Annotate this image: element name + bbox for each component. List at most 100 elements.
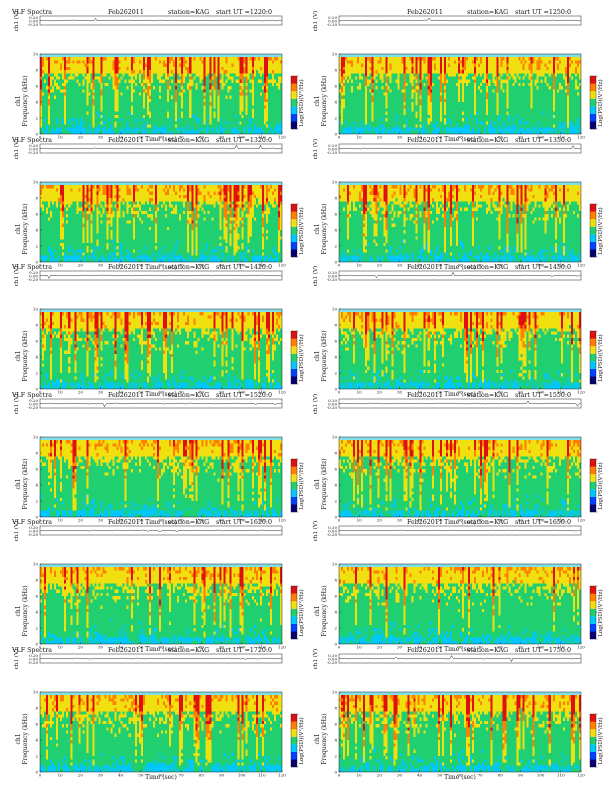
spectrogram-cell: [191, 102, 194, 106]
spectrogram-cell: [339, 121, 342, 125]
spectrogram-cell: [72, 82, 75, 87]
spectrogram-cell: [243, 82, 246, 87]
spectrogram-cell: [251, 102, 254, 106]
spectrogram-cell: [227, 76, 230, 80]
spectrogram-cell: [496, 114, 499, 119]
spectrogram-cell: [468, 63, 471, 67]
spectrogram-cell: [377, 118, 380, 122]
spectrogram-cell: [118, 127, 121, 131]
spectrogram-cell: [205, 63, 208, 67]
spectrogram-cell: [496, 76, 499, 80]
spectrogram-cell: [429, 121, 432, 125]
spectrogram-cell: [377, 60, 380, 64]
spectrogram-cell: [265, 76, 268, 80]
spectrogram-cell: [249, 89, 252, 93]
spectrogram-cell: [492, 63, 495, 67]
spectrogram-cell: [189, 121, 192, 125]
spectrogram-cell: [207, 98, 210, 103]
spectrogram-cell: [351, 92, 354, 96]
spectrogram-cell: [403, 121, 406, 125]
spectrogram-cell: [401, 63, 404, 67]
y-tick-label: 6: [35, 83, 38, 88]
spectrogram-cell: [82, 86, 85, 90]
spectrogram-cell: [486, 130, 489, 135]
spectrogram-cell: [142, 79, 145, 83]
spectrogram-cell: [245, 60, 248, 64]
spectrogram-cell: [46, 121, 49, 125]
spectrogram-cell: [345, 60, 348, 64]
spectrogram-cell: [508, 92, 511, 96]
spectrogram-cell: [451, 70, 454, 74]
spectrogram-cell: [100, 130, 103, 135]
spectrogram-cell: [443, 105, 446, 109]
spectrogram-cell: [56, 92, 59, 96]
spectrogram-cell: [179, 124, 182, 128]
spectrogram-cell: [500, 89, 503, 93]
spectrogram-cell: [76, 130, 79, 135]
spectrogram-cell: [407, 98, 410, 103]
spectrogram-cell: [60, 92, 63, 96]
spectrogram-cell: [271, 124, 274, 128]
spectrogram-cell: [207, 95, 210, 99]
spectrogram-cell: [209, 63, 212, 67]
spectrogram-cell: [474, 118, 477, 122]
spectrogram-cell: [112, 70, 115, 74]
spectrogram-cell: [349, 60, 352, 64]
spectrogram-cell: [108, 76, 111, 80]
spectrogram-cell: [114, 60, 117, 64]
spectrogram-cell: [169, 124, 172, 128]
spectrogram-cell: [144, 111, 147, 115]
spectrogram-cell: [441, 121, 444, 125]
spectrogram-cell: [46, 114, 49, 119]
spectrogram-cell: [349, 121, 352, 125]
x-tick-label: 50: [138, 135, 144, 140]
spectrogram-cell: [423, 63, 426, 67]
spectrogram-cell: [476, 102, 479, 106]
spectrogram-cell: [94, 111, 97, 115]
spectrogram-cell: [144, 92, 147, 96]
spectrogram-cell: [152, 86, 155, 90]
spectrogram-cell: [76, 70, 79, 74]
spectrogram-cell: [219, 82, 222, 87]
spectrogram-cell: [359, 89, 362, 93]
spectrogram-cell: [126, 79, 129, 83]
spectrogram-cell: [215, 95, 218, 99]
spectrogram-cell: [449, 108, 452, 112]
spectrogram-cell: [98, 76, 101, 80]
spectrogram-panel: Feb262011 station=KAG start UT =1250:0 0.20…: [307, 6, 607, 143]
spectrogram-cell: [42, 86, 45, 90]
spectrogram-cell: [439, 66, 442, 71]
spectrogram-cell: [371, 57, 374, 61]
spectrogram-cell: [351, 57, 354, 61]
spectrogram-cell: [90, 66, 93, 71]
spectrogram-cell: [506, 89, 509, 93]
spectrogram-cell: [102, 92, 105, 96]
spectrogram-cell: [421, 73, 424, 77]
spectrogram-cell: [98, 105, 101, 109]
spectrogram-cell: [361, 63, 364, 67]
spectrogram-cell: [257, 124, 260, 128]
spectrogram-cell: [213, 76, 216, 80]
spectrogram-cell: [345, 124, 348, 128]
spectrogram-cell: [48, 127, 51, 131]
spectrogram-cell: [369, 60, 372, 64]
spectrogram-cell: [205, 108, 208, 112]
spectrogram-cell: [209, 121, 212, 125]
spectrogram-cell: [375, 121, 378, 125]
spectrogram-cell: [209, 105, 212, 109]
spectrogram-cell: [508, 73, 511, 77]
spectrogram-cell: [367, 114, 370, 119]
spectrogram-cell: [187, 130, 190, 135]
spectrogram-cell: [351, 86, 354, 90]
spectrogram-cell: [86, 70, 89, 74]
spectrogram-cell: [100, 63, 103, 67]
spectrogram-cell: [134, 121, 137, 125]
spectrogram-cell: [44, 108, 47, 112]
spectrogram-cell: [60, 118, 63, 122]
spectrogram-cell: [411, 127, 414, 131]
spectrogram-cell: [134, 89, 137, 93]
spectrogram-cell: [470, 76, 473, 80]
spectrogram-cell: [158, 111, 162, 115]
spectrogram-cell: [377, 57, 380, 61]
spectrogram-cell: [96, 98, 99, 103]
